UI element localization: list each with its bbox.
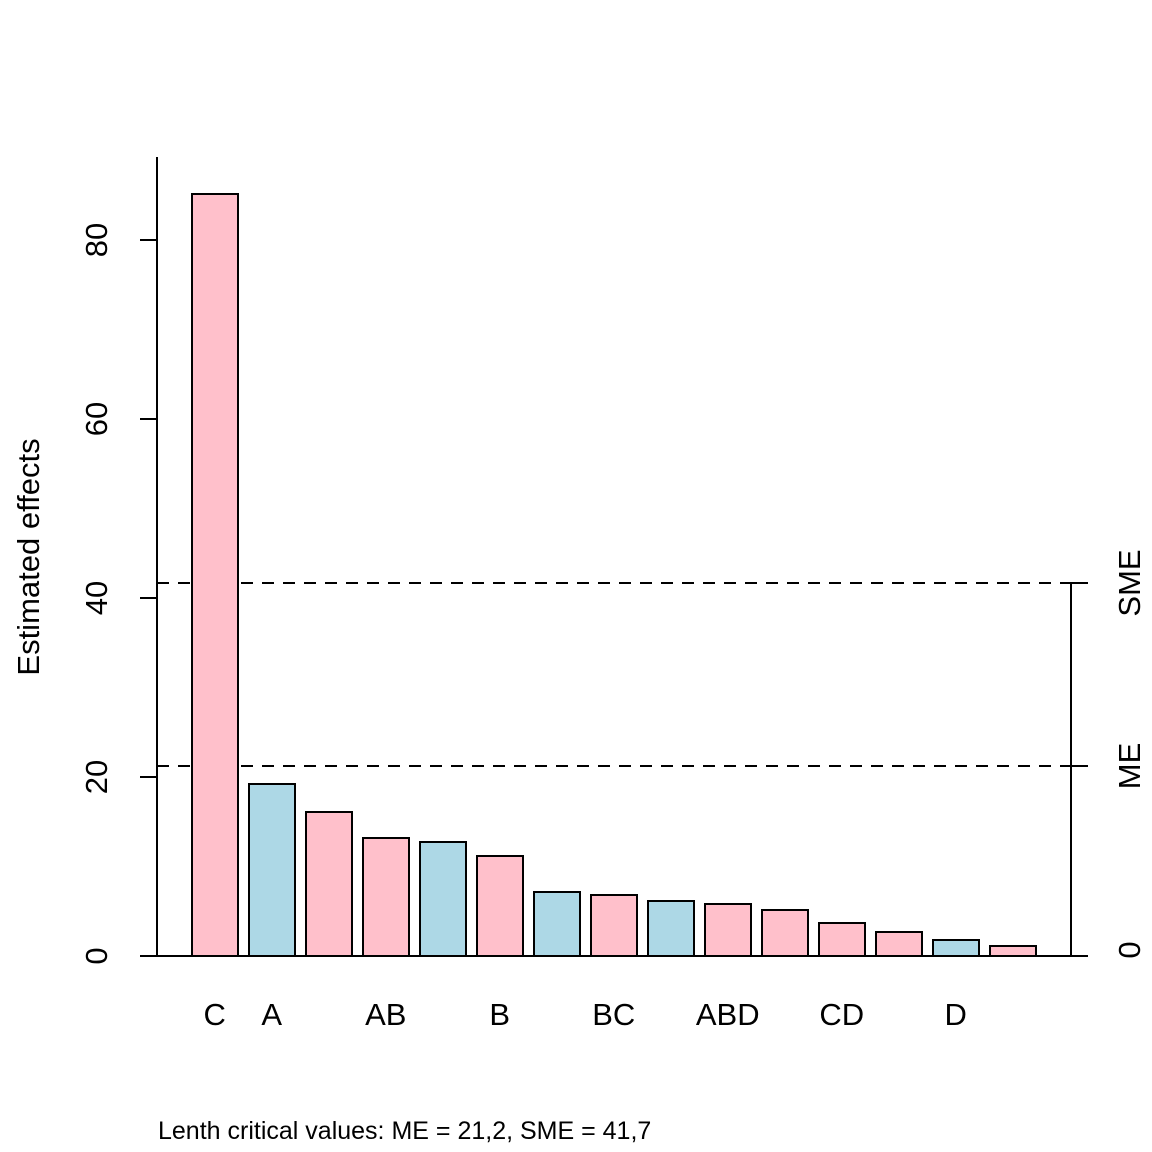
- effect-bar: [647, 899, 695, 957]
- right-axis-tick: [1071, 581, 1088, 584]
- y-axis-tick-label: 0: [79, 947, 114, 965]
- y-axis-tick-label: 20: [79, 759, 114, 795]
- y-axis-tick: [139, 775, 157, 778]
- right-axis-label-me: ME: [1112, 742, 1147, 790]
- effect-bar: [533, 890, 581, 957]
- effect-bar: [305, 810, 353, 957]
- x-axis-label-ab: AB: [365, 997, 407, 1032]
- y-axis-tick-label: 40: [79, 580, 114, 616]
- effect-bar-cd: [818, 921, 866, 957]
- effect-bar-ab: [362, 836, 410, 957]
- caption-lenth-critical-values: Lenth critical values: ME = 21,2, SME = …: [158, 1117, 652, 1145]
- y-axis-tick-label: 80: [79, 222, 114, 257]
- effect-bar-d: [932, 938, 980, 957]
- right-axis-tick: [1071, 765, 1088, 768]
- x-axis-label-c: C: [203, 997, 226, 1032]
- right-axis-tick: [1071, 955, 1088, 957]
- y-axis-line: [155, 157, 158, 957]
- x-axis-label-abd: ABD: [695, 997, 760, 1032]
- x-axis-label-b: B: [489, 997, 511, 1032]
- effect-bar-b: [476, 854, 524, 957]
- effect-bar-a: [248, 783, 296, 957]
- y-axis-tick-label: 60: [79, 401, 114, 436]
- effect-bar: [875, 930, 923, 957]
- x-axis-label-d: D: [944, 997, 967, 1032]
- right-axis-label-sme: SME: [1112, 549, 1147, 617]
- effect-bar: [761, 908, 809, 957]
- y-axis-tick: [139, 596, 157, 599]
- x-axis-label-a: A: [261, 997, 283, 1032]
- right-axis-label-0: 0: [1112, 941, 1147, 959]
- effect-bar-abd: [704, 903, 752, 957]
- right-axis-line: [1070, 583, 1072, 957]
- x-axis-label-cd: CD: [819, 997, 865, 1032]
- y-axis-tick: [139, 238, 157, 241]
- effect-bar: [419, 841, 467, 957]
- effect-bar-bc: [590, 894, 638, 957]
- reference-line-sme: [156, 581, 1071, 584]
- x-axis-label-bc: BC: [592, 997, 636, 1032]
- effect-bar: [989, 945, 1037, 957]
- reference-line-me: [156, 765, 1071, 768]
- y-axis-tick: [139, 417, 157, 420]
- effect-bar-c: [191, 193, 239, 957]
- y-axis-title: Estimated effects: [11, 438, 46, 676]
- y-axis-tick: [139, 955, 157, 957]
